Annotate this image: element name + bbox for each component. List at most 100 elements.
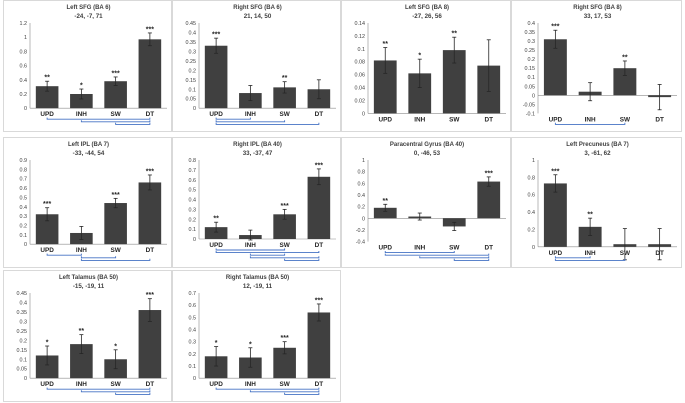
y-tick-label: 0.05 [17,367,28,373]
significance-label: ** [587,212,593,219]
x-tick-label: UPD [379,245,393,252]
bar [138,310,162,379]
chart-coordinates: -24, -7, 71 [74,13,103,20]
bar [273,214,296,239]
y-tick-label: -0.05 [523,102,535,108]
chart-title: Left Precuneus (BA 7) [566,142,628,148]
x-tick-label: DT [146,381,155,388]
x-tick-label: UPD [40,247,54,254]
significance-label: ** [452,31,458,38]
y-tick-label: 0.2 [189,217,197,223]
chart-coordinates: 3, -61, 62 [584,150,611,157]
y-tick-label: 0.25 [186,59,197,65]
x-tick-label: INH [76,111,87,118]
y-tick-label: 0.6 [20,64,28,70]
chart-title: Left Talamus (BA 50) [59,275,118,281]
significance-bracket [46,117,151,120]
y-tick-label: 0.4 [358,193,366,199]
significance-bracket [384,251,455,254]
significance-bracket [215,251,320,254]
y-tick-label: 0.1 [189,364,197,370]
y-tick-label: 0.3 [189,340,197,346]
bar [543,39,567,96]
y-tick-label: 0.2 [20,338,28,344]
x-tick-label: DT [315,111,324,118]
significance-bracket [46,387,151,390]
y-tick-label: 0.1 [189,227,197,233]
x-tick-label: INH [585,116,596,123]
y-tick-label: 0.45 [186,21,197,27]
chart-title: Right SFG (BA 6) [233,5,281,11]
significance-bracket [215,120,286,123]
x-tick-label: DT [146,247,155,254]
x-tick-label: SW [279,111,290,118]
bar [543,183,567,247]
x-tick-label: DT [655,250,664,257]
x-tick-label: SW [620,250,631,257]
y-tick-label: 0.3 [20,214,28,220]
x-tick-label: SW [110,381,121,388]
bar [442,50,466,114]
bar [373,207,397,219]
significance-bracket [80,256,117,259]
bar [273,347,296,379]
y-tick-label: 0.4 [189,328,197,334]
y-tick-label: 0.15 [17,348,28,354]
y-tick-label: 0.6 [358,181,366,187]
significance-label: ** [79,328,85,335]
chart-title: Right SFG (BA 8) [573,5,621,11]
bar [104,203,127,245]
y-tick-label: 0.3 [189,207,197,213]
y-tick-label: 0.7 [20,177,28,183]
significance-label: * [215,340,218,347]
significance-label: * [249,341,252,348]
y-tick-label: 0.2 [189,352,197,358]
significance-label: *** [551,168,559,175]
y-tick-label: -0.4 [356,240,365,246]
x-tick-label: UPD [209,242,223,249]
y-tick-label: 0.5 [20,195,28,201]
y-tick-label: 0.14 [355,21,366,27]
chart-title: Right IPL (BA 40) [233,142,282,148]
bar [70,344,93,379]
significance-label: *** [281,203,289,210]
chart-coordinates: -15, -19, 11 [73,283,105,290]
significance-bracket [215,248,286,251]
bar-chart: Right SFG (BA 6) 21, 14, 50 0 0.05 0.1 0.15 0.… [186,5,336,125]
y-tick-label: 0.1 [20,357,28,363]
bar [613,68,637,96]
bar-chart: Paracentral Gyrus (BA 40) 0, -46, 53 -0.4 -… [356,142,506,261]
y-tick-label: 0.35 [186,40,197,46]
significance-bracket [284,392,320,395]
y-tick-label: 0.7 [189,168,197,174]
y-tick-label: 0.3 [528,39,536,45]
chart-title: Right Talamus (BA 50) [226,275,289,281]
y-tick-label: 0.4 [189,30,197,36]
bar-chart: Left Talamus (BA 50) -15, -19, 11 0 0.05 0.1… [17,275,167,395]
y-tick-label: 0.1 [189,87,197,93]
y-tick-label: 0.25 [525,48,536,54]
x-tick-label: UPD [209,111,223,118]
significance-bracket [249,256,320,259]
bar-chart: Left SFG (BA 6) -24, -7, 71 0 0.2 0.4 0.6 0.8 1… [20,5,167,125]
bar [204,227,228,239]
y-tick-label: 0.15 [186,78,197,84]
y-tick-label: 0.2 [528,227,536,233]
chart-panel: Right SFG (BA 8) 33, 17, 53 -0.1 -0.05 0 0.05… [511,0,682,132]
y-tick-label: 0.6 [189,303,197,309]
y-tick-label: 0.3 [189,49,197,55]
x-tick-label: SW [110,111,121,118]
chart-panel: Left IPL (BA 7) -33, -44, 54 0 0.1 0.2 0.3 0.4… [3,137,172,268]
x-tick-label: UPD [379,116,393,123]
significance-bracket [80,120,151,123]
y-tick-label: 0 [24,106,27,112]
significance-label: *** [281,335,289,342]
y-tick-label: 0.1 [20,233,28,239]
y-tick-label: 0.2 [528,57,536,63]
y-tick-label: 0.05 [186,97,197,103]
x-tick-label: UPD [40,381,54,388]
significance-label: *** [146,292,154,299]
y-tick-label: 0 [193,376,196,382]
y-tick-label: 0.04 [355,86,366,92]
y-tick-label: 0.4 [20,300,28,306]
